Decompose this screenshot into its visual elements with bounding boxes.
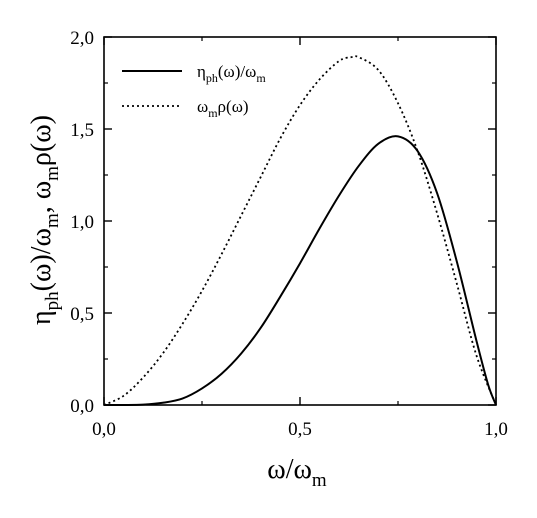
plot-frame-group — [103, 36, 497, 406]
plot-frame — [103, 36, 497, 406]
legend-label-2: ωmρ(ω) — [197, 97, 249, 120]
legend-label-1: ηph(ω)/ωm — [197, 62, 266, 85]
x-tick-label: 1,0 — [484, 419, 508, 440]
x-tick-label: 0,0 — [92, 419, 116, 440]
series-group — [103, 55, 497, 407]
legend: ηph(ω)/ωm ωmρ(ω) — [122, 62, 266, 120]
y-tick-label: 1,0 — [70, 212, 94, 233]
x-tick-label: 0,5 — [288, 419, 312, 440]
y-tick-label: 2,0 — [70, 28, 94, 49]
y-tick-label: 1,5 — [70, 120, 94, 141]
y-tick-label: 0,0 — [70, 396, 94, 417]
y-axis-title: ηph(ω)/ωm, ωmρ(ω) — [26, 115, 63, 325]
x-axis-title: ω/ωm — [267, 454, 327, 491]
series-line-2 — [103, 55, 497, 406]
series-line-1 — [103, 135, 497, 407]
y-tick-label: 0,5 — [70, 304, 94, 325]
ticks-group: 0,0 0,5 1,0 0,0 0,5 1,0 1,5 2,0 — [70, 28, 508, 440]
